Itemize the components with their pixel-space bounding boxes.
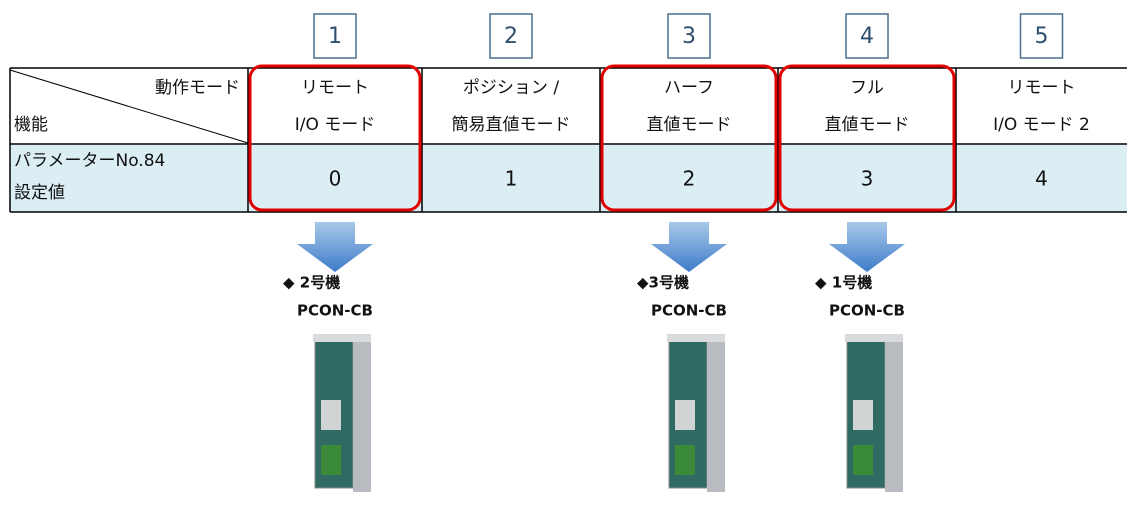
- mode-name: 簡易直値モード: [452, 115, 571, 135]
- device-side: [353, 340, 371, 492]
- setting-value: 3: [861, 167, 874, 191]
- setting-label: パラメーターNo.84: [14, 151, 165, 171]
- device-model: PCON-CB: [651, 302, 727, 320]
- mode-name: リモート: [301, 78, 369, 98]
- mode-name: ポジション /: [463, 78, 559, 98]
- device-top: [313, 334, 371, 342]
- highlight-frame: [600, 64, 778, 212]
- mode-name: 直値モード: [825, 115, 910, 135]
- device-terminal: [675, 445, 695, 475]
- mode-name: I/O モード: [295, 115, 376, 135]
- device-terminal: [321, 445, 341, 475]
- device-connector: [675, 400, 695, 430]
- highlight-frame: [778, 64, 956, 212]
- column-number: 2: [504, 24, 518, 49]
- device-terminal: [853, 445, 873, 475]
- device-top: [845, 334, 903, 342]
- device-connector: [321, 400, 341, 430]
- number-box: [313, 13, 357, 59]
- device-model: PCON-CB: [297, 302, 373, 320]
- setting-value: 4: [1035, 167, 1048, 191]
- diagonal-line: [9, 69, 249, 144]
- device-side: [707, 340, 725, 492]
- column-number: 4: [860, 24, 874, 49]
- device-model: PCON-CB: [829, 302, 905, 320]
- column-number: 1: [328, 24, 342, 49]
- number-box: [1019, 13, 1064, 59]
- down-arrow: [829, 222, 905, 272]
- number-box: [667, 13, 711, 59]
- down-arrow: [297, 222, 373, 272]
- column-number: 3: [682, 24, 696, 49]
- device-label: ◆3号機: [637, 274, 689, 292]
- device-top: [667, 334, 725, 342]
- mode-name: フル: [850, 78, 884, 98]
- setting-value: 0: [329, 167, 342, 191]
- mode-name: リモート: [1008, 78, 1076, 98]
- device-side: [885, 340, 903, 492]
- setting-row-bg: [10, 145, 1127, 212]
- down-arrow: [651, 222, 727, 272]
- mode-name: I/O モード 2: [993, 115, 1090, 135]
- number-box: [845, 13, 889, 59]
- mode-name: ハーフ: [664, 78, 714, 98]
- setting-label: 設定値: [14, 183, 65, 203]
- column-number: 5: [1035, 24, 1049, 49]
- setting-value: 2: [683, 167, 696, 191]
- mode-header: 動作モード: [155, 78, 240, 98]
- device-label: ◆ 1号機: [815, 274, 872, 292]
- mode-name: 直値モード: [647, 115, 732, 135]
- device-connector: [853, 400, 873, 430]
- setting-value: 1: [505, 167, 518, 191]
- device-label: ◆ 2号機: [283, 274, 340, 292]
- number-box: [489, 13, 533, 59]
- function-header: 機能: [14, 115, 48, 135]
- highlight-frame: [248, 64, 422, 212]
